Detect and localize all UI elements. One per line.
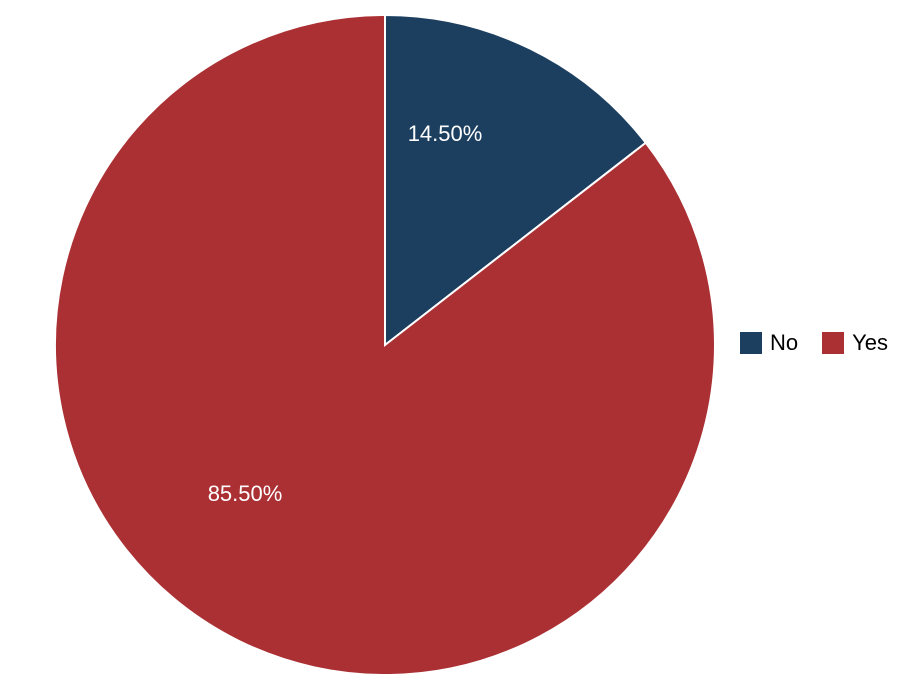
pie-chart-container: 14.50% 85.50% No Yes — [0, 0, 906, 683]
slice-label-yes: 85.50% — [208, 481, 283, 506]
legend-item-no: No — [740, 330, 798, 356]
legend-label-no: No — [770, 330, 798, 356]
pie-chart: 14.50% 85.50% — [50, 10, 720, 680]
legend-label-yes: Yes — [852, 330, 888, 356]
slice-label-no: 14.50% — [408, 121, 483, 146]
legend: No Yes — [740, 330, 904, 356]
legend-swatch-yes — [822, 332, 844, 354]
legend-swatch-no — [740, 332, 762, 354]
legend-item-yes: Yes — [822, 330, 888, 356]
